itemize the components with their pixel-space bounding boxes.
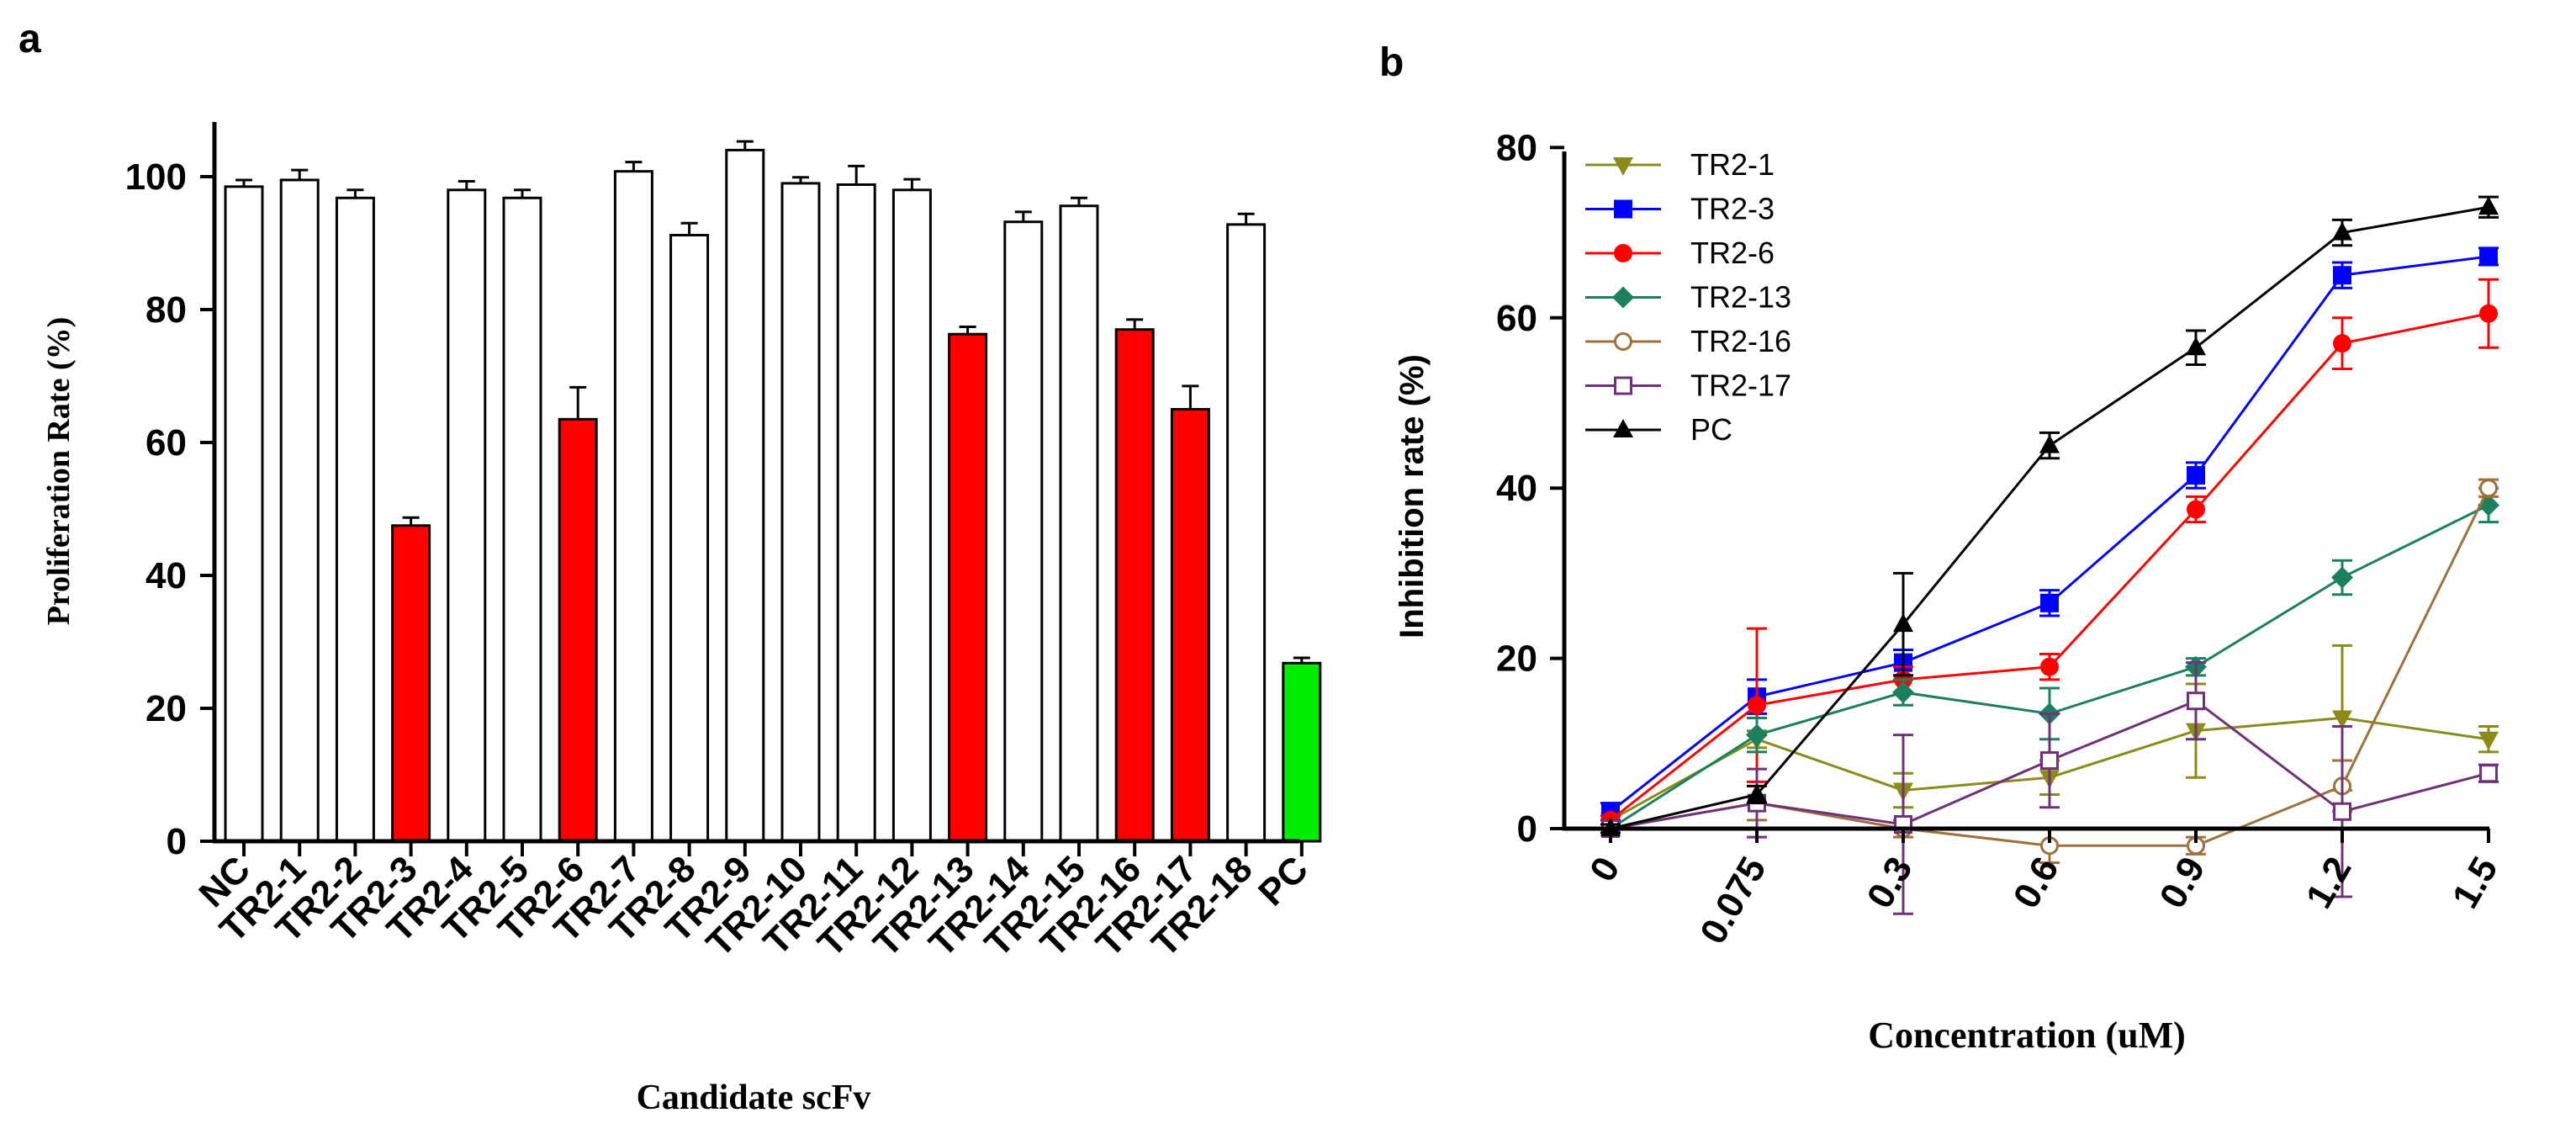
legend-marker: [1613, 157, 1633, 176]
data-point: [2332, 221, 2352, 241]
data-point: [2040, 593, 2059, 612]
legend-marker: [1614, 199, 1632, 219]
y-tick-label: 40: [145, 555, 187, 596]
x-tick-label: 1.5: [2445, 850, 2506, 915]
legend-label: TR2-1: [1690, 147, 1775, 182]
x-tick-label: 0.9: [2152, 850, 2214, 915]
data-point: [1892, 681, 1914, 704]
data-point: [2040, 657, 2059, 676]
legend-marker: [1614, 332, 1632, 351]
legend-marker: [1614, 376, 1632, 395]
data-point: [2187, 500, 2205, 519]
panel-label-b: b: [1379, 40, 1404, 85]
data-point: [2332, 710, 2352, 729]
bar-tr2-1: [279, 178, 320, 843]
bar-tr2-11: [836, 183, 876, 843]
x-tick-label: 0.075: [1692, 850, 1774, 951]
legend-label: PC: [1690, 412, 1732, 447]
legend-marker: [1613, 419, 1633, 437]
series-pc: [1600, 195, 2499, 836]
data-point: [2186, 336, 2206, 356]
bar-tr2-17: [1170, 408, 1210, 843]
x-tick-label: 1.2: [2298, 850, 2360, 915]
legend-item-tr2-17: TR2-17: [1585, 368, 1791, 403]
data-point: [2478, 731, 2499, 750]
y-axis-label: Inhibition rate (%): [1394, 354, 1431, 639]
data-point: [2479, 304, 2498, 323]
legend-label: TR2-3: [1690, 192, 1775, 226]
data-point: [2187, 466, 2205, 485]
bar-tr2-7: [613, 170, 653, 843]
legend-item-tr2-3: TR2-3: [1585, 192, 1775, 226]
y-tick-label: 40: [1496, 468, 1537, 509]
bar-tr2-6: [558, 417, 598, 843]
legend-label: TR2-16: [1690, 324, 1791, 358]
bar-tr2-10: [780, 182, 821, 843]
bar-tr2-12: [891, 188, 932, 843]
data-point: [2479, 764, 2498, 783]
legend-item-pc: PC: [1585, 412, 1732, 447]
x-axis-label: Concentration (uM): [1868, 1015, 2186, 1056]
data-point: [2333, 802, 2351, 821]
bar-tr2-9: [725, 148, 765, 843]
bar-tr2-18: [1226, 223, 1267, 843]
data-point: [2478, 196, 2499, 215]
legend-item-tr2-16: TR2-16: [1585, 324, 1791, 358]
y-tick-label: 80: [1496, 127, 1537, 168]
x-tick-label: PC: [1251, 848, 1316, 914]
x-tick-label: 0: [1582, 850, 1628, 889]
data-point: [2187, 692, 2205, 711]
bar-pc: [1282, 661, 1322, 843]
data-point: [1747, 783, 1767, 803]
data-point: [2331, 566, 2353, 589]
bar-tr2-3: [391, 524, 431, 843]
data-point: [2040, 751, 2059, 771]
series-tr2-6: [1600, 278, 2499, 829]
data-point: [1893, 613, 1913, 633]
legend: TR2-1 TR2-3 TR2-6 TR2-13 TR2-16 TR2-17 PC: [1585, 147, 1791, 447]
bar-tr2-2: [335, 196, 375, 843]
legend-marker: [1614, 244, 1632, 262]
panel-label-a: a: [19, 17, 41, 61]
bar-tr2-14: [1003, 220, 1044, 843]
data-point: [2333, 334, 2351, 353]
legend-label: TR2-6: [1690, 236, 1775, 270]
legend-label: TR2-13: [1690, 280, 1791, 315]
x-tick-label: 0.6: [2006, 850, 2067, 915]
legend-item-tr2-1: TR2-1: [1585, 147, 1775, 182]
y-axis-label: Proliferation Rate (%): [41, 317, 77, 626]
y-tick-label: 80: [145, 289, 187, 331]
y-tick-label: 100: [125, 156, 187, 198]
bar-tr2-15: [1059, 204, 1099, 843]
x-axis-label: Candidate scFv: [637, 1078, 871, 1117]
legend-marker: [1612, 286, 1634, 309]
bar-tr2-4: [447, 188, 487, 843]
data-point: [1748, 696, 1766, 715]
y-tick-label: 60: [145, 422, 187, 464]
data-point: [2333, 266, 2351, 285]
legend-item-tr2-6: TR2-6: [1585, 236, 1775, 270]
bar-tr2-16: [1114, 328, 1155, 843]
y-tick-label: 0: [1517, 808, 1537, 850]
legend-item-tr2-13: TR2-13: [1585, 280, 1791, 315]
x-tick-label: 0.3: [1859, 850, 1921, 915]
data-point: [1746, 723, 1768, 746]
bar-nc: [224, 185, 264, 843]
y-tick-label: 0: [167, 821, 187, 862]
y-tick-label: 20: [145, 688, 187, 729]
data-point: [2479, 246, 2498, 266]
bar-tr2-5: [502, 196, 542, 843]
data-point: [2039, 434, 2060, 453]
bar-tr2-8: [669, 234, 710, 843]
bar-tr2-13: [948, 332, 988, 843]
legend-label: TR2-17: [1690, 368, 1791, 403]
data-point: [2479, 479, 2498, 498]
y-tick-label: 20: [1496, 639, 1537, 680]
line-chart-inhibition: 0 20 40 60 80 0 0.075 0.3 0.6 0.9 1.2 1.5 Inhibiti…: [1394, 127, 2506, 1056]
y-tick-label: 60: [1496, 298, 1537, 339]
